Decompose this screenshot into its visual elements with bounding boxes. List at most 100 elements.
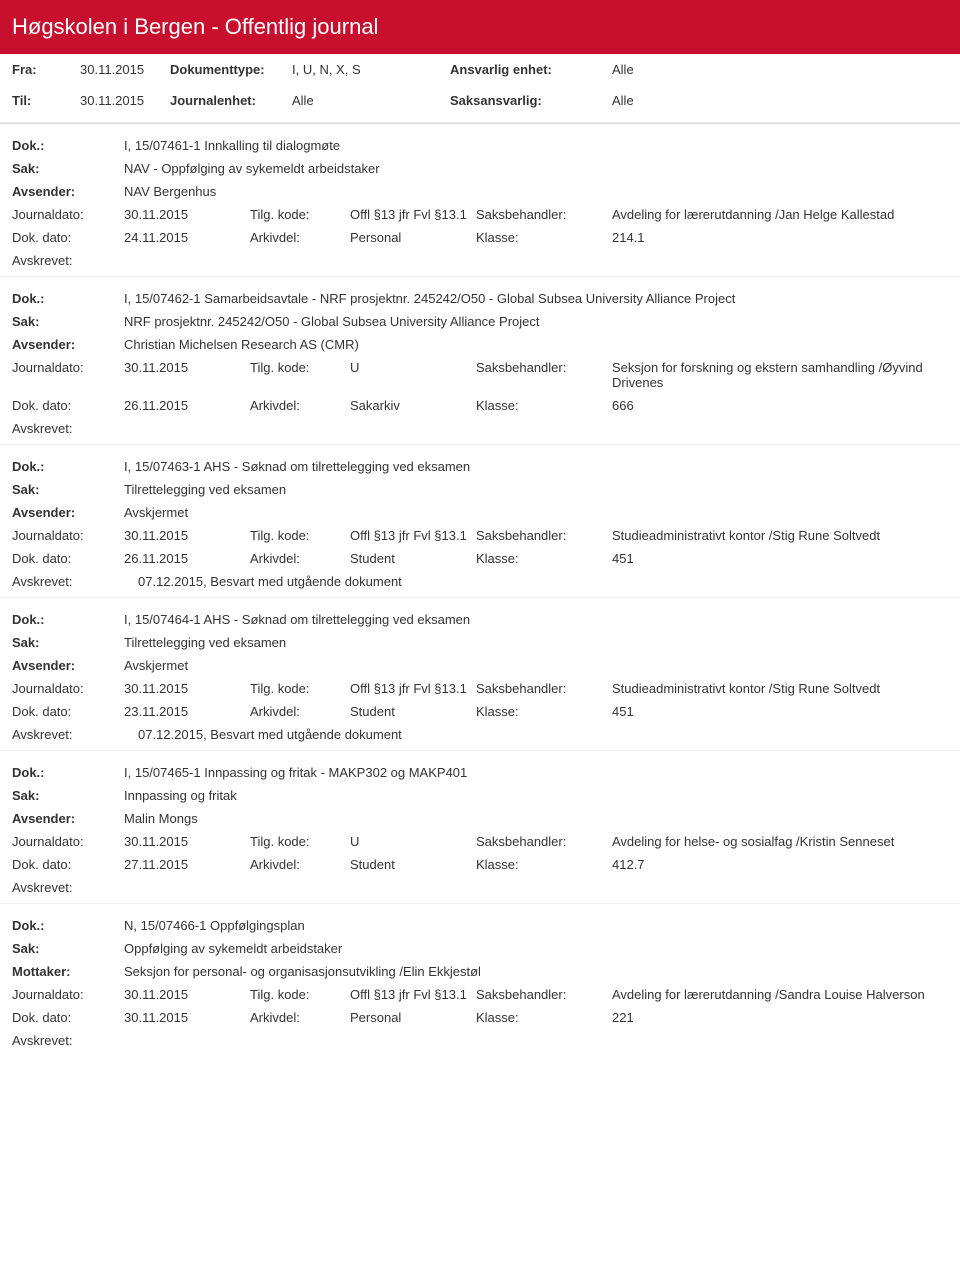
journaldato-label: Journaldato: xyxy=(12,207,124,222)
party-label: Avsender: xyxy=(12,658,124,673)
saksbehandler-label: Saksbehandler: xyxy=(476,360,612,390)
dok-value: I, 15/07462-1 Samarbeidsavtale - NRF pro… xyxy=(124,291,948,306)
klasse-value: 214.1 xyxy=(612,230,948,245)
arkivdel-value: Personal xyxy=(350,230,476,245)
dokdato-value: 23.11.2015 xyxy=(124,704,250,719)
sak-label: Sak: xyxy=(12,635,124,650)
dok-label: Dok.: xyxy=(12,918,124,933)
til-label: Til: xyxy=(12,93,80,108)
tilgkode-label: Tilg. kode: xyxy=(250,528,350,543)
saksbehandler-value: Avdeling for helse- og sosialfag /Kristi… xyxy=(612,834,948,849)
tilgkode-label: Tilg. kode: xyxy=(250,360,350,390)
journaldato-value: 30.11.2015 xyxy=(124,528,250,543)
journaldato-label: Journaldato: xyxy=(12,360,124,390)
dok-value: I, 15/07463-1 AHS - Søknad om tilrettele… xyxy=(124,459,948,474)
party-label: Avsender: xyxy=(12,811,124,826)
ansvarlig-label: Ansvarlig enhet: xyxy=(450,62,612,77)
arkivdel-value: Student xyxy=(350,857,476,872)
sak-value: Tilrettelegging ved eksamen xyxy=(124,482,948,497)
journal-entry: Dok.:I, 15/07462-1 Samarbeidsavtale - NR… xyxy=(0,276,960,444)
dok-value: N, 15/07466-1 Oppfølgingsplan xyxy=(124,918,948,933)
avskrevet-value: 07.12.2015, Besvart med utgående dokumen… xyxy=(124,574,948,589)
saksbehandler-label: Saksbehandler: xyxy=(476,681,612,696)
journaldato-value: 30.11.2015 xyxy=(124,360,250,390)
arkivdel-value: Student xyxy=(350,704,476,719)
journalenhet-value: Alle xyxy=(292,93,450,108)
avskrevet-label: Avskrevet: xyxy=(12,253,124,268)
filter-row-1: Fra: 30.11.2015 Dokumenttype: I, U, N, X… xyxy=(0,54,960,85)
journaldato-label: Journaldato: xyxy=(12,528,124,543)
klasse-value: 451 xyxy=(612,704,948,719)
avskrevet-value xyxy=(124,880,948,895)
arkivdel-value: Personal xyxy=(350,1010,476,1025)
dokdato-label: Dok. dato: xyxy=(12,551,124,566)
tilgkode-value: Offl §13 jfr Fvl §13.1 xyxy=(350,681,476,696)
journaldato-value: 30.11.2015 xyxy=(124,681,250,696)
journaldato-value: 30.11.2015 xyxy=(124,987,250,1002)
sak-label: Sak: xyxy=(12,314,124,329)
arkivdel-label: Arkivdel: xyxy=(250,551,350,566)
journal-entry: Dok.:I, 15/07463-1 AHS - Søknad om tilre… xyxy=(0,444,960,597)
sak-label: Sak: xyxy=(12,788,124,803)
arkivdel-label: Arkivdel: xyxy=(250,398,350,413)
sak-label: Sak: xyxy=(12,482,124,497)
klasse-label: Klasse: xyxy=(476,230,612,245)
avskrevet-label: Avskrevet: xyxy=(12,727,124,742)
avskrevet-label: Avskrevet: xyxy=(12,421,124,436)
journaldato-label: Journaldato: xyxy=(12,987,124,1002)
til-value: 30.11.2015 xyxy=(80,93,170,108)
sak-value: NAV - Oppfølging av sykemeldt arbeidstak… xyxy=(124,161,948,176)
klasse-value: 412.7 xyxy=(612,857,948,872)
party-value: Christian Michelsen Research AS (CMR) xyxy=(124,337,948,352)
klasse-label: Klasse: xyxy=(476,398,612,413)
saksbehandler-value: Studieadministrativt kontor /Stig Rune S… xyxy=(612,528,948,543)
party-value: NAV Bergenhus xyxy=(124,184,948,199)
party-value: Seksjon for personal- og organisasjonsut… xyxy=(124,964,948,979)
tilgkode-label: Tilg. kode: xyxy=(250,207,350,222)
arkivdel-value: Sakarkiv xyxy=(350,398,476,413)
dok-label: Dok.: xyxy=(12,459,124,474)
saksansvarlig-label: Saksansvarlig: xyxy=(450,93,612,108)
page-title: Høgskolen i Bergen - Offentlig journal xyxy=(0,0,960,54)
dokdato-value: 30.11.2015 xyxy=(124,1010,250,1025)
party-value: Avskjermet xyxy=(124,505,948,520)
saksbehandler-label: Saksbehandler: xyxy=(476,987,612,1002)
tilgkode-value: Offl §13 jfr Fvl §13.1 xyxy=(350,987,476,1002)
journal-entry: Dok.:I, 15/07465-1 Innpassing og fritak … xyxy=(0,750,960,903)
tilgkode-label: Tilg. kode: xyxy=(250,834,350,849)
klasse-value: 451 xyxy=(612,551,948,566)
klasse-value: 666 xyxy=(612,398,948,413)
klasse-value: 221 xyxy=(612,1010,948,1025)
dok-label: Dok.: xyxy=(12,765,124,780)
avskrevet-value xyxy=(124,1033,948,1048)
dokdato-label: Dok. dato: xyxy=(12,704,124,719)
party-label: Avsender: xyxy=(12,184,124,199)
tilgkode-label: Tilg. kode: xyxy=(250,681,350,696)
sak-value: Oppfølging av sykemeldt arbeidstaker xyxy=(124,941,948,956)
saksbehandler-value: Seksjon for forskning og ekstern samhand… xyxy=(612,360,948,390)
dokdato-label: Dok. dato: xyxy=(12,1010,124,1025)
journal-entry: Dok.:N, 15/07466-1 OppfølgingsplanSak:Op… xyxy=(0,903,960,1056)
fra-value: 30.11.2015 xyxy=(80,62,170,77)
dok-value: I, 15/07465-1 Innpassing og fritak - MAK… xyxy=(124,765,948,780)
avskrevet-value xyxy=(124,253,948,268)
dok-value: I, 15/07461-1 Innkalling til dialogmøte xyxy=(124,138,948,153)
tilgkode-value: U xyxy=(350,360,476,390)
tilgkode-value: Offl §13 jfr Fvl §13.1 xyxy=(350,207,476,222)
party-value: Avskjermet xyxy=(124,658,948,673)
journaldato-label: Journaldato: xyxy=(12,681,124,696)
tilgkode-label: Tilg. kode: xyxy=(250,987,350,1002)
tilgkode-value: U xyxy=(350,834,476,849)
dok-value: I, 15/07464-1 AHS - Søknad om tilrettele… xyxy=(124,612,948,627)
sak-label: Sak: xyxy=(12,941,124,956)
entries-list: Dok.: I, 15/07461-1 Innkalling til dialog… xyxy=(0,123,960,1056)
klasse-label: Klasse: xyxy=(476,551,612,566)
klasse-label: Klasse: xyxy=(476,704,612,719)
arkivdel-label: Arkivdel: xyxy=(250,857,350,872)
avskrevet-label: Avskrevet: xyxy=(12,880,124,895)
saksbehandler-label: Saksbehandler: xyxy=(476,528,612,543)
klasse-label: Klasse: xyxy=(476,857,612,872)
avskrevet-label: Avskrevet: xyxy=(12,574,124,589)
dok-label: Dok.: xyxy=(12,612,124,627)
dokdato-label: Dok. dato: xyxy=(12,230,124,245)
